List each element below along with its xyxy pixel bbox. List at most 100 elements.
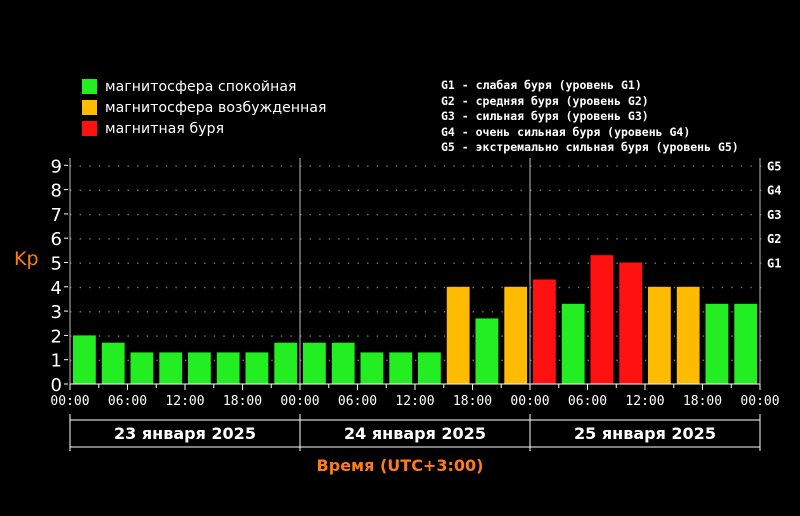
grid-dot [472, 189, 474, 191]
grid-dot [386, 335, 388, 337]
grid-dot [549, 238, 551, 240]
grid-dot [702, 311, 704, 313]
grid-dot [405, 213, 407, 216]
grid-dot [347, 311, 350, 313]
grid-dot [70, 189, 72, 191]
grid-dot [750, 238, 752, 240]
kp-bar-7 [274, 342, 298, 384]
chart-axes [64, 158, 761, 451]
grid-dot [98, 165, 101, 167]
grid-dot [300, 286, 302, 289]
grid-dot [501, 238, 503, 240]
grid-dot [520, 238, 522, 240]
grid-dot [645, 238, 647, 240]
grid-dot [731, 238, 733, 240]
grid-dot [692, 262, 695, 264]
grid-dot [79, 189, 81, 191]
grid-dot [443, 335, 446, 337]
grid-dot [338, 262, 340, 264]
grid-dot [558, 262, 561, 264]
grid-dot [280, 286, 283, 289]
grid-dot [683, 189, 685, 191]
grid-dot [597, 238, 599, 240]
grid-dot [367, 335, 369, 337]
grid-dot [338, 165, 340, 167]
grid-dot [472, 335, 474, 337]
grid-dot [300, 335, 302, 337]
grid-dot [673, 335, 676, 337]
grid-dot [108, 262, 110, 264]
grid-dot [587, 311, 589, 313]
grid-dot [89, 286, 91, 289]
y-tick-label: 4 [51, 278, 62, 299]
grid-dot [405, 335, 407, 337]
grid-dot [568, 189, 570, 191]
grid-dot [395, 238, 398, 240]
legend-swatch-storm [82, 121, 97, 136]
grid-dot [357, 286, 359, 289]
grid-dot [721, 189, 724, 191]
grid-dot [415, 311, 417, 313]
grid-dot [386, 238, 388, 240]
grid-dot [79, 213, 81, 216]
grid-dot [156, 286, 158, 289]
grid-dot [204, 262, 206, 264]
grid-dot [347, 238, 350, 240]
grid-dot [261, 335, 264, 337]
grid-dot [415, 359, 417, 362]
grid-dot [137, 311, 139, 313]
grid-dot [252, 213, 254, 216]
grid-dot [376, 238, 379, 240]
grid-dot [185, 311, 187, 313]
grid-dot [616, 311, 618, 313]
grid-dot [664, 213, 666, 216]
grid-dot [194, 213, 196, 216]
grid-dot [606, 165, 609, 167]
grid-dot [261, 238, 264, 240]
kp-bar-13 [446, 286, 470, 384]
grid-dot [760, 165, 762, 167]
grid-dot [491, 286, 494, 289]
grid-dot [309, 165, 311, 167]
grid-dot [165, 213, 168, 216]
grid-dot [204, 165, 206, 167]
grid-dot [405, 262, 407, 264]
grid-dot [252, 262, 254, 264]
grid-dot [108, 286, 110, 289]
grid-dot [146, 189, 149, 191]
grid-dot [223, 238, 225, 240]
grid-dot [376, 213, 379, 216]
grid-dot [702, 286, 704, 289]
grid-dot [165, 165, 168, 167]
grid-dot [242, 311, 244, 313]
grid-dot [117, 189, 120, 191]
grid-dot [108, 238, 110, 240]
grid-dot [280, 165, 283, 167]
grid-dot [261, 189, 264, 191]
grid-dot [367, 189, 369, 191]
grid-dot [434, 189, 436, 191]
grid-dot [300, 262, 302, 264]
grid-dot [156, 359, 158, 362]
grid-dot [616, 165, 618, 167]
grid-dot [482, 213, 484, 216]
grid-dot [242, 189, 244, 191]
grid-dot [415, 238, 417, 240]
grid-dot [760, 311, 762, 313]
grid-dot [319, 238, 321, 240]
grid-dot [530, 189, 532, 191]
grid-dot [223, 213, 225, 216]
grid-dot [616, 359, 618, 362]
grid-dot [587, 189, 589, 191]
grid-dot [127, 213, 129, 216]
grid-dot [194, 165, 196, 167]
grid-dot [386, 189, 388, 191]
grid-dot [232, 165, 235, 167]
grid-dot [376, 189, 379, 191]
grid-dot [462, 165, 465, 167]
grid-dot [319, 262, 321, 264]
grid-dot [482, 165, 484, 167]
grid-dot [70, 262, 72, 264]
kp-bar-15 [504, 286, 528, 384]
grid-dot [443, 262, 446, 264]
